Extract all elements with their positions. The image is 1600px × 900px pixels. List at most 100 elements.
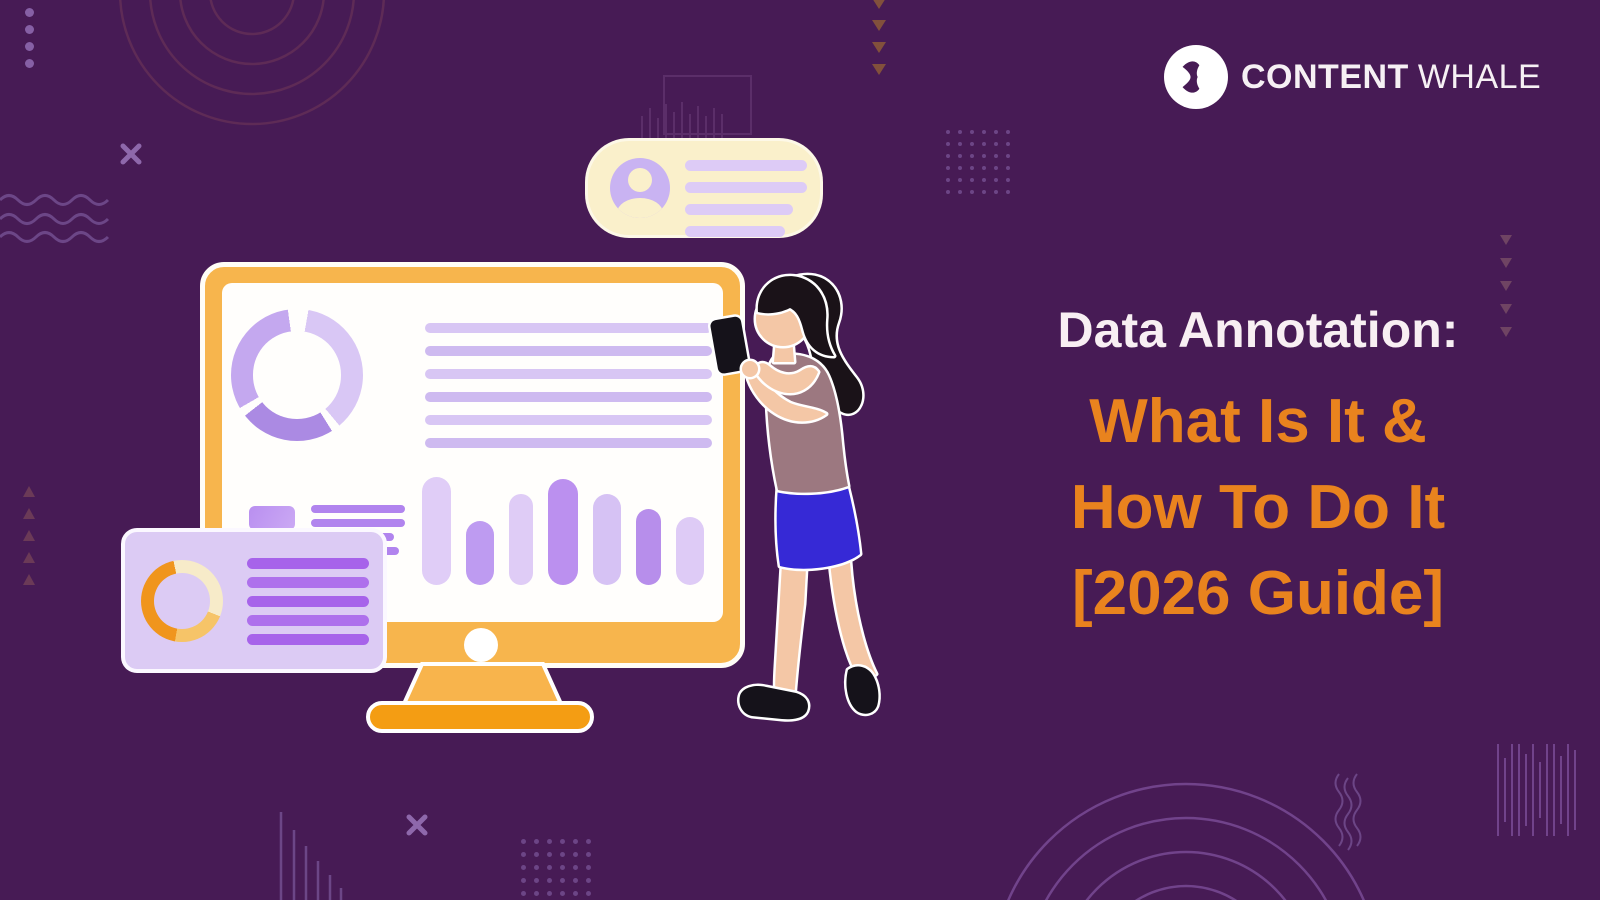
triangle xyxy=(1500,304,1512,314)
triangle xyxy=(23,530,35,541)
dot xyxy=(560,891,565,896)
dot xyxy=(958,190,962,194)
dot xyxy=(958,178,962,182)
dot xyxy=(521,891,526,896)
phone xyxy=(708,314,752,376)
dot xyxy=(994,154,998,158)
vertical-lines-decoration xyxy=(1497,744,1576,836)
vertical-squiggles-decoration xyxy=(1334,773,1362,851)
text-line xyxy=(425,438,712,448)
triangle xyxy=(23,574,35,585)
dot xyxy=(946,190,950,194)
triangle xyxy=(1500,235,1512,245)
dot xyxy=(958,166,962,170)
hand xyxy=(739,358,761,380)
woman-illustration xyxy=(708,272,881,722)
dot xyxy=(970,130,974,134)
dot xyxy=(573,878,578,883)
dot xyxy=(946,166,950,170)
triangle xyxy=(872,42,886,53)
text-line xyxy=(247,558,369,569)
dot xyxy=(573,839,578,844)
dot xyxy=(534,878,539,883)
frame-lines-decoration xyxy=(641,75,752,138)
dot xyxy=(982,178,986,182)
dot xyxy=(982,142,986,146)
text-line xyxy=(685,226,785,237)
dot xyxy=(994,190,998,194)
dot xyxy=(560,878,565,883)
dot xyxy=(982,130,986,134)
dot xyxy=(982,190,986,194)
dot xyxy=(994,142,998,146)
text-line xyxy=(685,204,793,215)
user-avatar-icon xyxy=(610,158,670,218)
bar xyxy=(509,494,533,585)
dot xyxy=(982,154,986,158)
text-line xyxy=(311,505,405,513)
content-whale-logo: CONTENT WHALE xyxy=(1164,45,1541,109)
text-line xyxy=(425,369,712,379)
triangle xyxy=(872,20,886,31)
wavy-lines-decoration xyxy=(0,194,110,243)
text-line xyxy=(247,634,369,645)
text-line xyxy=(247,596,369,607)
monitor-button xyxy=(464,628,498,662)
bar xyxy=(466,521,494,585)
dot xyxy=(560,839,565,844)
text-line xyxy=(425,323,712,333)
dot xyxy=(970,154,974,158)
bar-chart xyxy=(422,477,704,585)
title-line-orange: What Is It & xyxy=(1089,387,1427,456)
dot xyxy=(534,852,539,857)
dot xyxy=(25,8,34,17)
dot xyxy=(521,865,526,870)
dot xyxy=(994,166,998,170)
legend-block xyxy=(249,506,295,530)
dot xyxy=(573,891,578,896)
donut-hole xyxy=(154,573,210,629)
leg-front xyxy=(772,561,809,703)
dot xyxy=(25,42,34,51)
dot xyxy=(586,865,591,870)
dot xyxy=(547,839,552,844)
dot xyxy=(994,178,998,182)
monitor-screen xyxy=(222,283,723,622)
dot xyxy=(560,865,565,870)
triangle xyxy=(872,64,886,75)
dot xyxy=(521,839,526,844)
dot xyxy=(25,25,34,34)
donut-hole xyxy=(253,331,341,419)
dot xyxy=(970,178,974,182)
report-card-illustration xyxy=(121,528,387,673)
text-line xyxy=(425,392,712,402)
dot xyxy=(586,891,591,896)
profile-card-illustration xyxy=(585,138,823,238)
bar xyxy=(422,477,451,585)
whale-tail-icon xyxy=(1164,45,1228,109)
dot xyxy=(1006,154,1010,158)
triangle xyxy=(872,0,886,9)
text-line xyxy=(685,182,807,193)
logo-text-whale: WHALE xyxy=(1417,57,1542,96)
screen-text-lines xyxy=(425,323,712,461)
dot xyxy=(534,839,539,844)
triangle xyxy=(1500,327,1512,337)
dot xyxy=(946,178,950,182)
dot xyxy=(586,852,591,857)
dot xyxy=(573,852,578,857)
dot xyxy=(586,878,591,883)
dot xyxy=(958,142,962,146)
triangle xyxy=(23,552,35,563)
title-line-orange: How To Do It xyxy=(1070,473,1446,542)
dot xyxy=(521,852,526,857)
dot xyxy=(946,130,950,134)
triangle-column-decoration xyxy=(872,0,886,86)
dot-grid-decoration xyxy=(521,839,591,900)
dot xyxy=(982,166,986,170)
dot xyxy=(534,865,539,870)
title-block: Data Annotation: What Is It & How To Do … xyxy=(1008,301,1508,637)
profile-text-lines xyxy=(685,160,807,248)
dot xyxy=(521,878,526,883)
